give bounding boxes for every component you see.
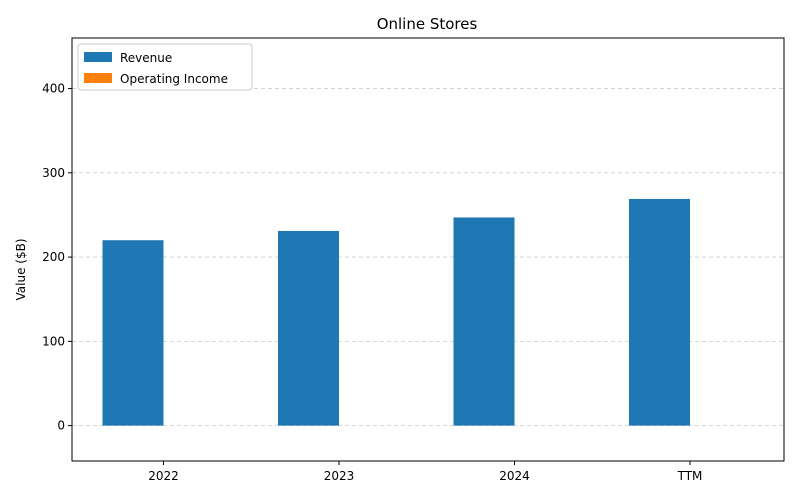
y-axis-label: Value ($B)	[14, 239, 28, 301]
bar-revenue	[278, 230, 339, 426]
legend-box	[77, 43, 253, 91]
plot-area-frame	[71, 37, 785, 462]
y-tick-label: 100	[42, 334, 65, 348]
bars	[102, 198, 690, 426]
legend-label: Revenue	[120, 51, 172, 65]
legend: Revenue Operating Income	[77, 43, 253, 91]
y-tick-label: 400	[42, 82, 65, 96]
x-axis-ticks: 2022 2023 2024 TTM	[148, 461, 702, 483]
bar-revenue	[629, 198, 690, 426]
x-tick-label: 2023	[324, 469, 355, 483]
x-tick-label: 2022	[148, 469, 179, 483]
y-tick-label: 300	[42, 166, 65, 180]
bar-revenue	[102, 240, 164, 426]
chart-title: Online Stores	[377, 15, 478, 33]
bar-revenue	[453, 217, 515, 426]
y-tick-label: 200	[42, 250, 65, 264]
x-tick-label: TTM	[677, 469, 703, 483]
legend-swatch	[84, 73, 112, 83]
x-tick-label: 2024	[499, 469, 530, 483]
y-tick-label: 0	[57, 419, 65, 433]
legend-label: Operating Income	[120, 72, 228, 86]
y-axis-ticks: 0 100 200 300 400	[42, 82, 72, 433]
legend-swatch	[84, 52, 112, 62]
